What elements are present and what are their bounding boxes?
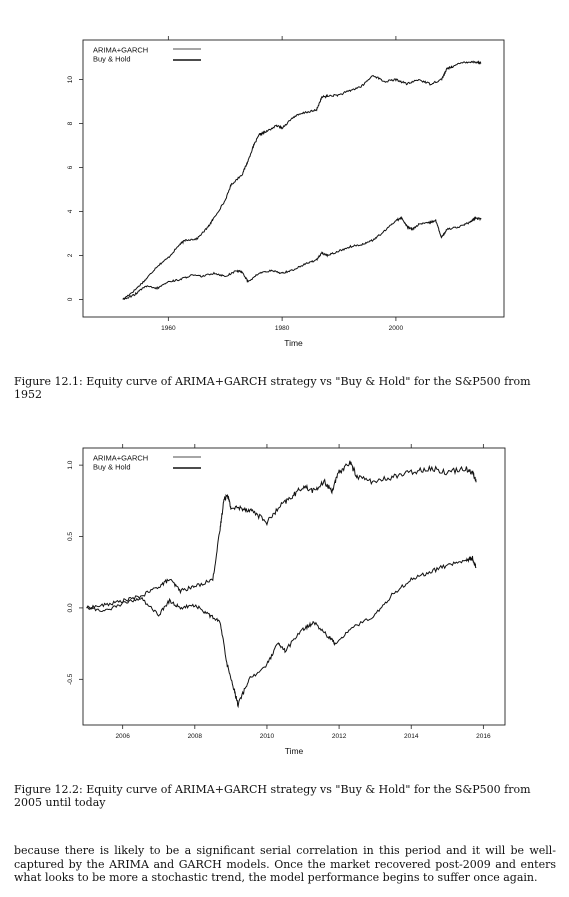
x-tick-label: 2012 <box>332 733 347 740</box>
x-tick-label: 2010 <box>260 733 275 740</box>
x-tick-label: 1960 <box>161 325 176 332</box>
series-line-buy-and-hold <box>122 215 482 300</box>
y-tick-label: 0.0 <box>67 603 74 612</box>
legend-label: Buy & Hold <box>93 463 131 472</box>
y-tick-label: 10 <box>67 76 74 84</box>
x-tick-label: 2016 <box>476 733 491 740</box>
y-tick-label: -0.5 <box>67 673 74 685</box>
y-tick-label: 0.5 <box>67 532 74 541</box>
y-tick-label: 1.0 <box>67 460 74 469</box>
legend-label: ARIMA+GARCH <box>93 46 148 55</box>
x-tick-label: 2006 <box>115 733 130 740</box>
y-tick-label: 6 <box>67 165 74 169</box>
x-axis-label: Time <box>284 338 303 348</box>
series-line-arima-garch <box>86 460 477 610</box>
legend-label: ARIMA+GARCH <box>93 454 148 463</box>
x-axis-label: Time <box>285 746 304 756</box>
y-tick-label: 2 <box>67 253 74 257</box>
body-paragraph: because there is likely to be a signific… <box>14 844 556 884</box>
plot-frame <box>82 447 506 726</box>
x-tick-label: 2000 <box>389 325 404 332</box>
plot-frame <box>82 39 505 318</box>
x-tick-label: 2014 <box>404 733 419 740</box>
y-tick-label: 8 <box>67 121 74 125</box>
y-tick-label: 4 <box>67 209 74 213</box>
figure-12-2-chart: 2006 2008 2010 2012 2014 2016 -0.5 0.0 0.5 1.0 Tim… <box>67 444 506 756</box>
figure-12-1-caption: Figure 12.1: Equity curve of ARIMA+GARCH… <box>14 375 531 401</box>
x-tick-label: 1980 <box>275 325 290 332</box>
series-line-buy-and-hold <box>86 555 477 709</box>
figure-12-2-caption: Figure 12.2: Equity curve of ARIMA+GARCH… <box>14 783 531 809</box>
x-tick-label: 2008 <box>188 733 203 740</box>
y-tick-label: 0 <box>67 297 74 301</box>
legend-label: Buy & Hold <box>93 55 131 64</box>
series-line-arima-garch <box>122 60 482 300</box>
